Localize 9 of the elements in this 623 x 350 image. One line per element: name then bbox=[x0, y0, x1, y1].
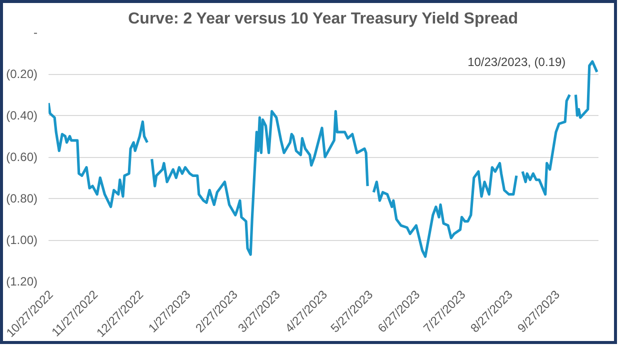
annotation: 10/23/2023, (0.19) bbox=[468, 54, 566, 69]
y-tick-label: (0.60) bbox=[6, 150, 38, 164]
y-tick-label: - bbox=[34, 26, 38, 40]
y-tick-label: (0.80) bbox=[6, 192, 38, 206]
y-tick-label: (1.20) bbox=[6, 274, 38, 288]
y-tick-label: (1.00) bbox=[6, 233, 38, 247]
chart-title: Curve: 2 Year versus 10 Year Treasury Yield Spread bbox=[128, 10, 518, 28]
y-tick-label: (0.40) bbox=[6, 108, 38, 122]
y-tick-label: (0.20) bbox=[6, 67, 38, 81]
